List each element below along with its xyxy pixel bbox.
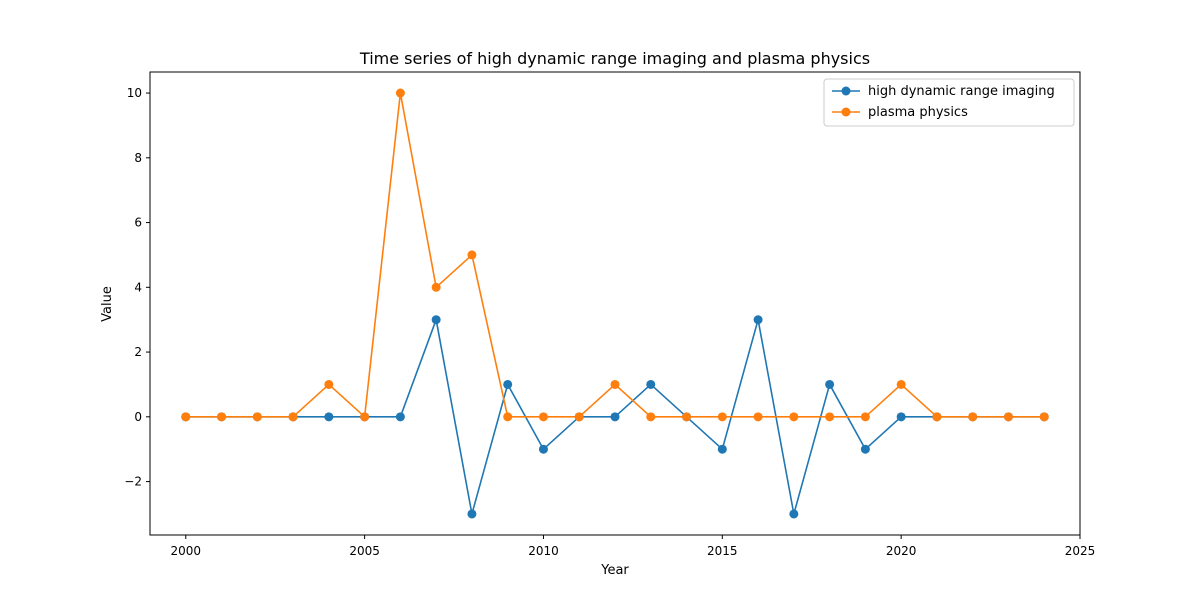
x-tick-label: 2005 [349,544,380,558]
data-point-high-dynamic-range-imaging [717,444,727,454]
plot-frame [149,71,1081,536]
data-point-plasma-physics [968,412,978,422]
legend-label: high dynamic range imaging [868,84,1055,99]
data-point-plasma-physics [538,412,548,422]
data-point-plasma-physics [825,412,835,422]
legend-marker [841,107,851,117]
data-point-high-dynamic-range-imaging [503,379,513,389]
y-tick-label: −2 [124,475,142,489]
x-tick-label: 2010 [528,544,559,558]
chart-title: Time series of high dynamic range imagin… [359,49,870,68]
y-tick-label: 2 [134,345,142,359]
data-point-plasma-physics [395,88,405,98]
data-point-plasma-physics [646,412,656,422]
y-tick-label: 0 [134,410,142,424]
data-point-plasma-physics [217,412,227,422]
data-point-plasma-physics [252,412,262,422]
data-point-plasma-physics [1003,412,1013,422]
data-point-plasma-physics [610,379,620,389]
legend-marker [841,86,851,96]
data-point-high-dynamic-range-imaging [896,412,906,422]
data-point-plasma-physics [288,412,298,422]
legend-box [823,78,1075,127]
data-point-high-dynamic-range-imaging [538,444,548,454]
data-point-plasma-physics [574,412,584,422]
y-tick-label: 10 [127,86,142,100]
data-point-high-dynamic-range-imaging [324,412,334,422]
data-point-plasma-physics [360,412,370,422]
data-point-high-dynamic-range-imaging [753,315,763,325]
data-point-high-dynamic-range-imaging [395,412,405,422]
data-point-plasma-physics [717,412,727,422]
y-axis-label: Value [100,286,115,322]
x-axis-label: Year [600,563,629,578]
y-tick-label: 4 [134,280,142,294]
data-point-high-dynamic-range-imaging [825,379,835,389]
x-tick-label: 2015 [707,544,738,558]
data-point-high-dynamic-range-imaging [467,509,477,519]
data-point-plasma-physics [896,379,906,389]
data-point-plasma-physics [431,282,441,292]
legend-label: plasma physics [868,105,968,120]
x-tick-label: 2000 [170,544,201,558]
data-point-plasma-physics [860,412,870,422]
y-tick-label: 6 [134,216,142,230]
plot-area: 2000 2005 2010 2015 2020 2025 −2 0 2 4 6 8 10 [124,71,1096,558]
data-point-plasma-physics [753,412,763,422]
data-point-high-dynamic-range-imaging [646,379,656,389]
data-point-plasma-physics [324,379,334,389]
data-point-plasma-physics [682,412,692,422]
data-point-high-dynamic-range-imaging [431,315,441,325]
data-point-plasma-physics [503,412,513,422]
data-point-plasma-physics [181,412,191,422]
legend: high dynamic range imaging plasma physics [823,78,1075,127]
data-point-plasma-physics [932,412,942,422]
x-tick-label: 2025 [1065,544,1096,558]
x-tick-label: 2020 [886,544,917,558]
data-point-plasma-physics [789,412,799,422]
data-point-high-dynamic-range-imaging [860,444,870,454]
data-point-high-dynamic-range-imaging [610,412,620,422]
data-point-high-dynamic-range-imaging [789,509,799,519]
y-tick-label: 8 [134,151,142,165]
data-point-plasma-physics [1039,412,1049,422]
data-point-plasma-physics [467,250,477,260]
